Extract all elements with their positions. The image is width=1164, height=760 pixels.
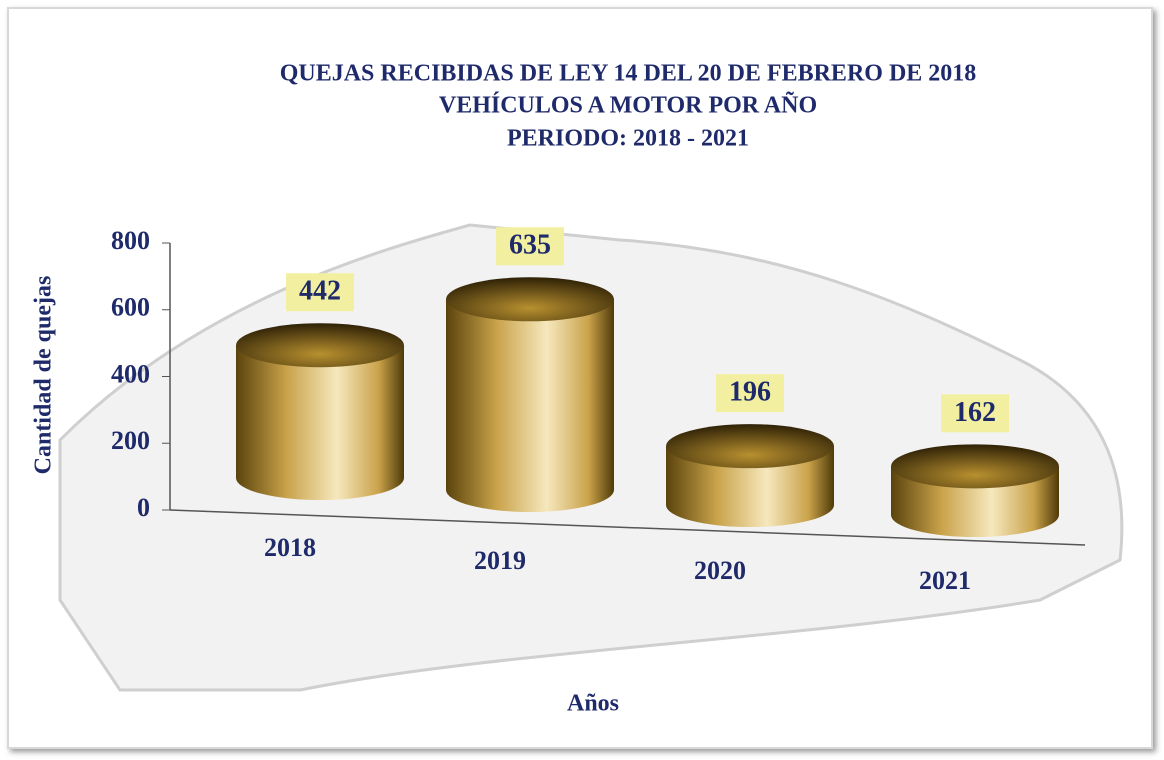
x-tick-label: 2021 (919, 566, 971, 595)
bar-top (891, 444, 1059, 489)
value-label-box (941, 394, 1009, 433)
chart-title: QUEJAS RECIBIDAS DE LEY 14 DEL 20 DE FEB… (280, 61, 977, 87)
bar (236, 345, 404, 500)
bar-top (236, 323, 404, 368)
x-axis (169, 509, 1086, 546)
bar-top (446, 277, 614, 322)
bar-top (666, 424, 834, 469)
y-tick-label: 800 (111, 226, 150, 255)
value-label: 196 (729, 377, 771, 408)
bar (666, 446, 834, 527)
value-label: 442 (299, 276, 341, 307)
x-axis-label: Años (567, 691, 619, 717)
value-label-box (286, 273, 354, 312)
chart-title: PERIODO: 2018 - 2021 (507, 126, 749, 152)
chart-title: VEHÍCULOS A MOTOR POR AÑO (439, 93, 817, 119)
value-label: 635 (509, 230, 551, 261)
y-tick-label: 400 (111, 359, 150, 388)
y-tick-label: 200 (111, 426, 150, 455)
bar (446, 299, 614, 512)
y-tick-label: 600 (111, 293, 150, 322)
x-tick-label: 2018 (264, 533, 316, 562)
x-tick-label: 2020 (694, 556, 746, 585)
value-label-box (496, 227, 564, 266)
y-axis-label: Cantidad de quejas (31, 276, 57, 475)
value-label: 162 (954, 397, 996, 428)
x-tick-label: 2019 (474, 546, 526, 575)
value-label-box (716, 374, 784, 413)
y-tick-label: 0 (137, 493, 150, 522)
